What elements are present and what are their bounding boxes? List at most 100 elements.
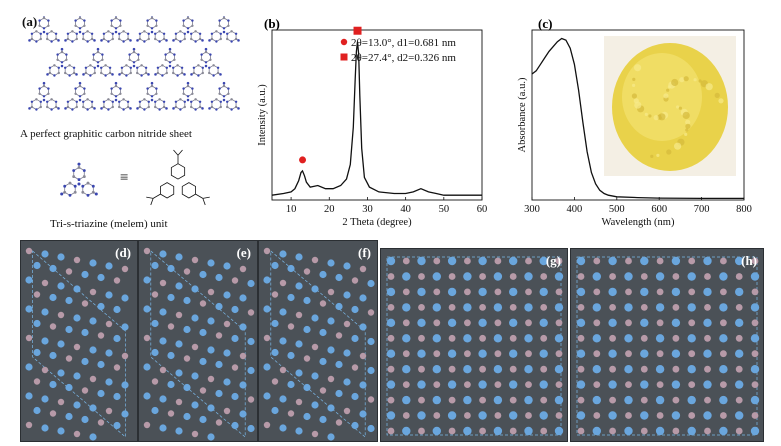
carbon-atom	[179, 98, 182, 101]
nitrogen-atom	[539, 287, 548, 297]
carbon-atom	[418, 273, 425, 280]
nitrogen-atom	[271, 406, 279, 415]
carbon-atom	[68, 181, 72, 185]
carbon-atom	[78, 16, 82, 20]
carbon-atom	[577, 273, 585, 280]
powder-grain	[656, 153, 660, 157]
carbon-atom	[89, 375, 97, 383]
plot-frame	[531, 29, 745, 201]
carbon-atom	[494, 288, 502, 296]
carbon-atom	[672, 273, 680, 280]
nitrogen-atom	[417, 380, 426, 389]
carbon-atom	[183, 268, 191, 275]
carbon-atom	[167, 410, 175, 417]
carbon-atom	[41, 366, 49, 374]
nitrogen-atom	[81, 184, 85, 188]
nitrogen-atom	[367, 424, 375, 433]
triazine-ring	[226, 30, 237, 42]
triazine-ring	[219, 85, 229, 97]
carbon-atom	[182, 92, 185, 96]
cell-outline	[270, 250, 366, 438]
carbon-atom	[402, 350, 410, 358]
carbon-atom	[577, 427, 585, 435]
nitrogen-atom	[222, 27, 226, 30]
nitrogen-atom	[359, 410, 367, 418]
carbon-atom	[86, 98, 89, 101]
nitrogen-atom	[151, 319, 159, 328]
carbon-atom	[231, 364, 239, 371]
carbon-atom	[402, 288, 410, 296]
nitrogen-atom	[386, 287, 396, 297]
powder-grain	[684, 132, 688, 136]
nitrogen-atom	[295, 427, 303, 435]
nitrogen-atom	[174, 100, 178, 104]
carbon-atom	[73, 256, 81, 264]
formula-branch	[177, 149, 183, 156]
carbon-atom	[609, 365, 616, 373]
nitrogen-atom	[287, 293, 295, 302]
nitrogen-atom	[624, 426, 633, 436]
carbon-atom	[136, 71, 139, 75]
nitrogen-atom	[671, 380, 681, 389]
nitrogen-atom	[402, 395, 411, 405]
nitrogen-atom	[60, 61, 64, 64]
nitrogen-atom	[319, 270, 327, 279]
triazine-ring	[201, 51, 211, 63]
nitrogen-atom	[102, 32, 106, 35]
nitrogen-atom	[174, 32, 178, 35]
nitrogen-atom	[82, 100, 85, 104]
powder-grain	[648, 114, 652, 118]
carbon-atom	[132, 50, 136, 54]
carbon-atom	[448, 396, 456, 404]
carbon-atom	[118, 105, 121, 109]
nitrogen-atom	[143, 276, 151, 284]
powder-grain	[705, 83, 713, 91]
carbon-atom	[75, 105, 78, 109]
carbon-atom	[191, 430, 199, 438]
triazine-ring	[183, 17, 193, 29]
carbon-atom	[113, 277, 121, 284]
formula-ring	[181, 182, 196, 199]
bridge-nitrogen	[64, 39, 67, 42]
carbon-atom	[161, 64, 164, 67]
bridge-nitrogen	[136, 39, 139, 42]
nitrogen-atom	[73, 401, 81, 409]
nitrogen-atom	[687, 303, 696, 312]
carbon-atom	[704, 273, 711, 280]
carbon-atom	[46, 105, 49, 109]
triazine-ring	[118, 30, 129, 42]
center-nitrogen	[150, 30, 154, 34]
series-line	[531, 37, 744, 200]
carbon-atom	[129, 71, 132, 75]
nitrogen-atom	[608, 318, 617, 327]
carbon-atom	[433, 412, 441, 419]
x-tick-label: 40	[400, 204, 411, 215]
carbon-atom	[25, 247, 33, 255]
nitrogen-atom	[105, 262, 113, 270]
nitrogen-atom	[226, 32, 229, 35]
nitrogen-atom	[335, 389, 343, 398]
nitrogen-atom	[311, 401, 319, 409]
nitrogen-atom	[210, 32, 214, 35]
powder-grain	[685, 119, 691, 125]
formula-ring	[170, 163, 186, 180]
nitrogen-atom	[191, 285, 199, 293]
nitrogen-atom	[227, 19, 230, 22]
carbon-atom	[230, 30, 233, 33]
carbon-atom	[146, 24, 149, 27]
nitrogen-atom	[624, 303, 633, 312]
nitrogen-atom	[48, 66, 52, 69]
powder-grain	[632, 77, 636, 81]
carbon-atom	[303, 355, 311, 362]
carbon-atom	[111, 37, 115, 41]
nitrogen-atom	[263, 392, 271, 400]
nitrogen-atom	[111, 100, 115, 104]
triazine-ring	[82, 182, 94, 196]
nitrogen-atom	[640, 287, 649, 297]
nitrogen-atom	[687, 272, 696, 281]
nitrogen-atom	[118, 32, 121, 35]
nitrogen-atom	[143, 392, 151, 400]
powder-grain	[663, 93, 669, 99]
bridge-nitrogen	[183, 73, 186, 76]
carbon-atom	[46, 37, 49, 41]
